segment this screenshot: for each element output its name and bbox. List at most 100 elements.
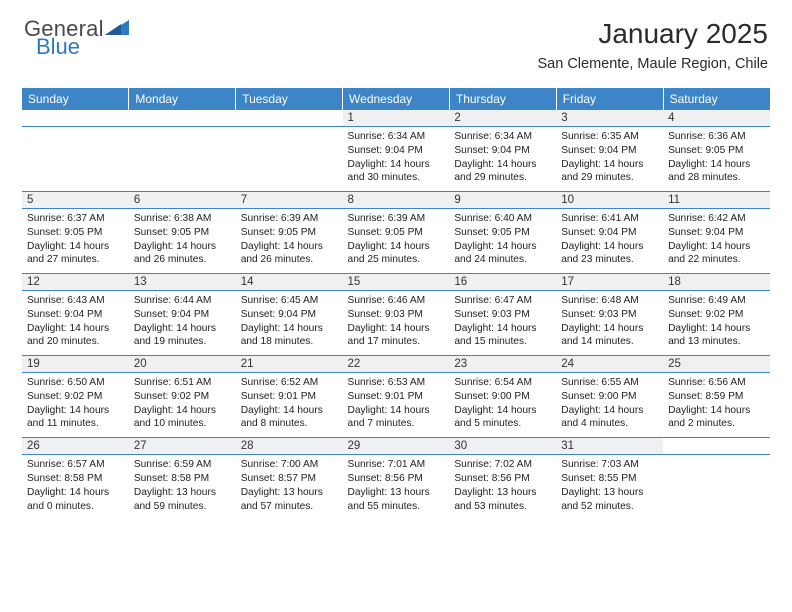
sunset-line: Sunset: 9:04 PM <box>561 226 658 240</box>
day-number: 24 <box>561 358 574 370</box>
sunrise-line: Sunrise: 6:39 AM <box>241 212 338 226</box>
sunset-line: Sunset: 9:02 PM <box>134 390 231 404</box>
day-detail: Sunrise: 6:54 AMSunset: 9:00 PMDaylight:… <box>454 376 551 431</box>
day-detail: Sunrise: 6:40 AMSunset: 9:05 PMDaylight:… <box>454 212 551 267</box>
day-cell: Sunrise: 6:59 AMSunset: 8:58 PMDaylight:… <box>129 455 236 520</box>
day-cell: Sunrise: 6:56 AMSunset: 8:59 PMDaylight:… <box>663 373 770 438</box>
sunrise-line: Sunrise: 6:34 AM <box>348 130 445 144</box>
sunset-line: Sunset: 9:03 PM <box>561 308 658 322</box>
day-number: 17 <box>561 276 574 288</box>
day-cell: Sunrise: 6:52 AMSunset: 9:01 PMDaylight:… <box>236 373 343 438</box>
day-number-cell: 24 <box>556 356 663 373</box>
day-number: 22 <box>348 358 361 370</box>
sunset-line: Sunset: 9:04 PM <box>27 308 124 322</box>
day-detail: Sunrise: 6:49 AMSunset: 9:02 PMDaylight:… <box>668 294 765 349</box>
day-number-cell <box>663 438 770 455</box>
day-number: 3 <box>561 112 567 124</box>
day-number: 25 <box>668 358 681 370</box>
header: General Blue January 2025 San Clemente, … <box>22 18 770 78</box>
sunrise-line: Sunrise: 6:35 AM <box>561 130 658 144</box>
day-cell: Sunrise: 6:36 AMSunset: 9:05 PMDaylight:… <box>663 127 770 192</box>
daylight-line: Daylight: 14 hours and 23 minutes. <box>561 240 658 268</box>
day-detail: Sunrise: 7:03 AMSunset: 8:55 PMDaylight:… <box>561 458 658 513</box>
dow-friday: Friday <box>556 88 663 110</box>
daylight-line: Daylight: 14 hours and 0 minutes. <box>27 486 124 514</box>
day-cell: Sunrise: 6:34 AMSunset: 9:04 PMDaylight:… <box>343 127 450 192</box>
day-cell: Sunrise: 6:50 AMSunset: 9:02 PMDaylight:… <box>22 373 129 438</box>
day-cell: Sunrise: 6:37 AMSunset: 9:05 PMDaylight:… <box>22 209 129 274</box>
sunset-line: Sunset: 9:05 PM <box>668 144 765 158</box>
day-number-cell: 6 <box>129 192 236 209</box>
day-of-week-row: Sunday Monday Tuesday Wednesday Thursday… <box>22 88 770 110</box>
day-number-cell: 23 <box>449 356 556 373</box>
daylight-line: Daylight: 13 hours and 53 minutes. <box>454 486 551 514</box>
week-daynum-row: 567891011 <box>22 192 770 209</box>
daylight-line: Daylight: 13 hours and 59 minutes. <box>134 486 231 514</box>
day-cell: Sunrise: 6:47 AMSunset: 9:03 PMDaylight:… <box>449 291 556 356</box>
day-cell <box>129 127 236 192</box>
sunset-line: Sunset: 9:02 PM <box>27 390 124 404</box>
sunrise-line: Sunrise: 6:42 AM <box>668 212 765 226</box>
day-cell: Sunrise: 7:02 AMSunset: 8:56 PMDaylight:… <box>449 455 556 520</box>
week-daynum-row: 12131415161718 <box>22 274 770 291</box>
daylight-line: Daylight: 14 hours and 7 minutes. <box>348 404 445 432</box>
page-title: January 2025 <box>537 18 768 50</box>
day-number-cell: 21 <box>236 356 343 373</box>
sunset-line: Sunset: 8:58 PM <box>134 472 231 486</box>
day-number-cell: 12 <box>22 274 129 291</box>
day-number: 12 <box>27 276 40 288</box>
dow-tuesday: Tuesday <box>236 88 343 110</box>
day-detail: Sunrise: 6:55 AMSunset: 9:00 PMDaylight:… <box>561 376 658 431</box>
sunset-line: Sunset: 9:04 PM <box>454 144 551 158</box>
sunset-line: Sunset: 9:05 PM <box>134 226 231 240</box>
day-number-cell: 28 <box>236 438 343 455</box>
day-cell: Sunrise: 6:39 AMSunset: 9:05 PMDaylight:… <box>236 209 343 274</box>
day-number-cell: 19 <box>22 356 129 373</box>
day-detail: Sunrise: 6:37 AMSunset: 9:05 PMDaylight:… <box>27 212 124 267</box>
day-number: 19 <box>27 358 40 370</box>
day-number-cell <box>129 110 236 127</box>
sunrise-line: Sunrise: 6:40 AM <box>454 212 551 226</box>
sunset-line: Sunset: 8:55 PM <box>561 472 658 486</box>
sunrise-line: Sunrise: 6:47 AM <box>454 294 551 308</box>
day-cell: Sunrise: 6:57 AMSunset: 8:58 PMDaylight:… <box>22 455 129 520</box>
day-number-cell: 5 <box>22 192 129 209</box>
daylight-line: Daylight: 14 hours and 17 minutes. <box>348 322 445 350</box>
day-cell: Sunrise: 6:42 AMSunset: 9:04 PMDaylight:… <box>663 209 770 274</box>
day-detail: Sunrise: 6:43 AMSunset: 9:04 PMDaylight:… <box>27 294 124 349</box>
day-cell: Sunrise: 6:44 AMSunset: 9:04 PMDaylight:… <box>129 291 236 356</box>
day-number: 4 <box>668 112 674 124</box>
week-daynum-row: 262728293031 <box>22 438 770 455</box>
week-content-row: Sunrise: 6:37 AMSunset: 9:05 PMDaylight:… <box>22 209 770 274</box>
sunset-line: Sunset: 9:00 PM <box>454 390 551 404</box>
day-detail: Sunrise: 6:47 AMSunset: 9:03 PMDaylight:… <box>454 294 551 349</box>
brand-logo-text: General Blue <box>24 18 130 58</box>
day-cell: Sunrise: 6:38 AMSunset: 9:05 PMDaylight:… <box>129 209 236 274</box>
day-number-cell: 13 <box>129 274 236 291</box>
sunset-line: Sunset: 9:05 PM <box>241 226 338 240</box>
day-number-cell: 15 <box>343 274 450 291</box>
sunset-line: Sunset: 9:04 PM <box>241 308 338 322</box>
day-cell: Sunrise: 6:34 AMSunset: 9:04 PMDaylight:… <box>449 127 556 192</box>
title-block: January 2025 San Clemente, Maule Region,… <box>537 18 768 72</box>
sunrise-line: Sunrise: 6:56 AM <box>668 376 765 390</box>
day-number: 26 <box>27 440 40 452</box>
daylight-line: Daylight: 14 hours and 19 minutes. <box>134 322 231 350</box>
daylight-line: Daylight: 14 hours and 5 minutes. <box>454 404 551 432</box>
dow-saturday: Saturday <box>663 88 770 110</box>
sunrise-line: Sunrise: 6:46 AM <box>348 294 445 308</box>
day-detail: Sunrise: 6:45 AMSunset: 9:04 PMDaylight:… <box>241 294 338 349</box>
daylight-line: Daylight: 14 hours and 29 minutes. <box>561 158 658 186</box>
day-number-cell: 8 <box>343 192 450 209</box>
sunset-line: Sunset: 9:03 PM <box>348 308 445 322</box>
daylight-line: Daylight: 14 hours and 15 minutes. <box>454 322 551 350</box>
day-number-cell: 14 <box>236 274 343 291</box>
day-number-cell: 22 <box>343 356 450 373</box>
day-detail: Sunrise: 6:51 AMSunset: 9:02 PMDaylight:… <box>134 376 231 431</box>
daylight-line: Daylight: 14 hours and 11 minutes. <box>27 404 124 432</box>
day-number-cell <box>236 110 343 127</box>
day-detail: Sunrise: 6:39 AMSunset: 9:05 PMDaylight:… <box>348 212 445 267</box>
week-content-row: Sunrise: 6:34 AM Sunset: 9:04 PM Daylight:… <box>22 127 770 192</box>
sunrise-line: Sunrise: 6:45 AM <box>241 294 338 308</box>
day-cell: Sunrise: 6:49 AMSunset: 9:02 PMDaylight:… <box>663 291 770 356</box>
